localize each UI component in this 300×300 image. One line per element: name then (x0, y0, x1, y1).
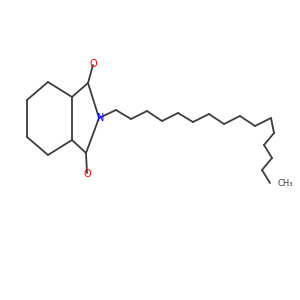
Text: O: O (89, 59, 97, 69)
Text: N: N (97, 113, 105, 123)
Text: CH₃: CH₃ (278, 178, 293, 188)
Text: O: O (83, 169, 91, 179)
